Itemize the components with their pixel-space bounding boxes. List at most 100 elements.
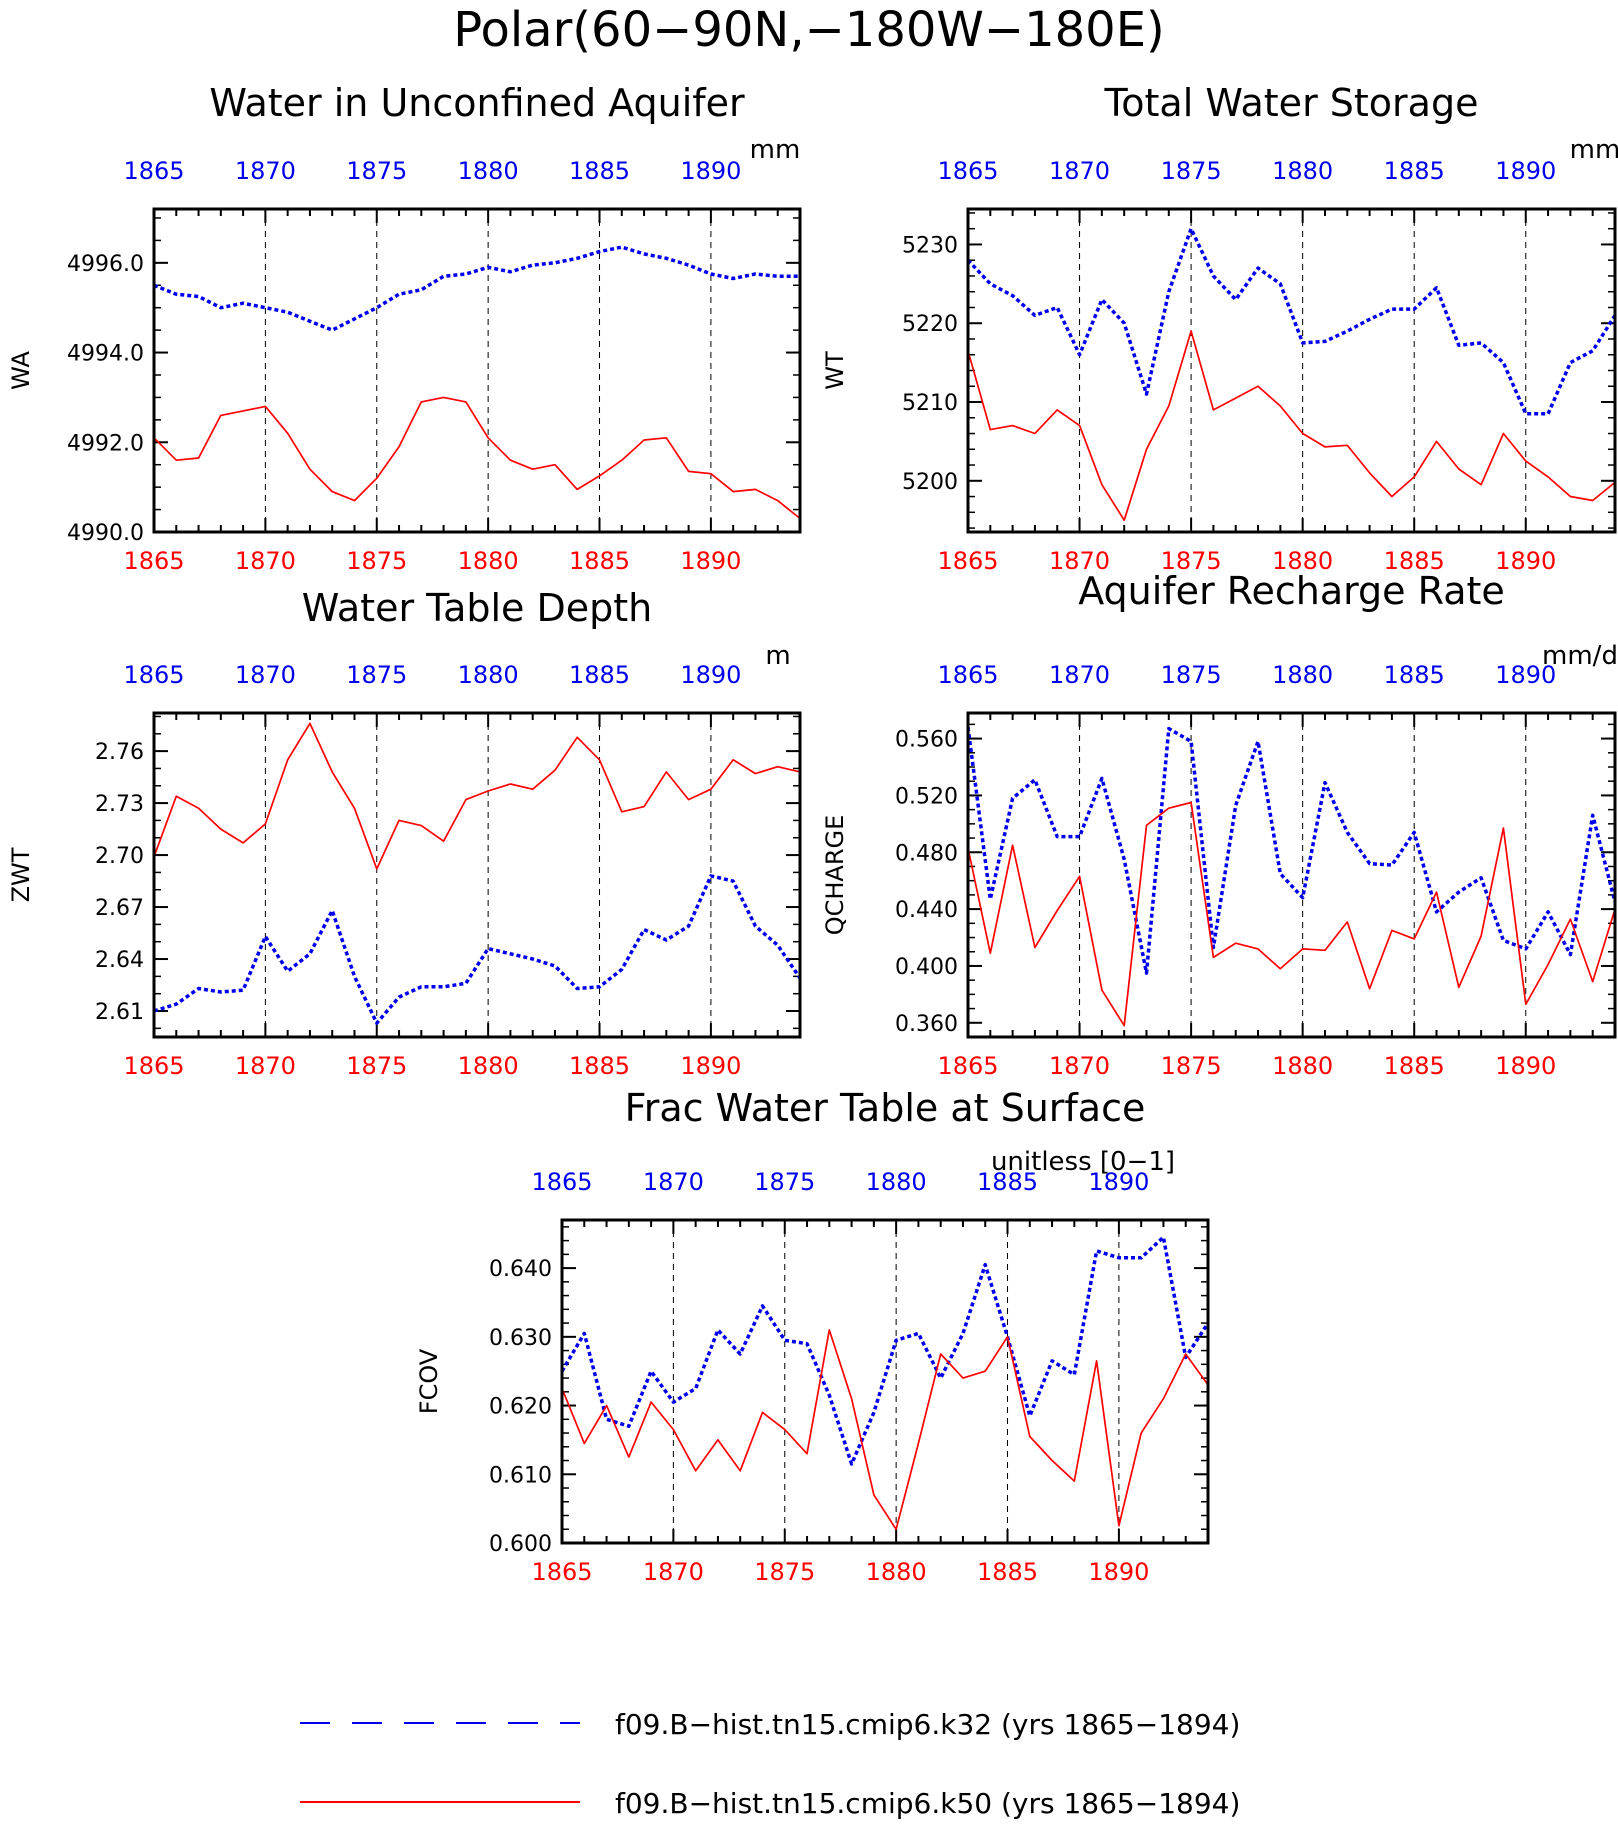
y-tick-label: 0.520 xyxy=(895,784,958,809)
x-tick-label-top: 1885 xyxy=(569,661,630,689)
x-tick-label-top: 1880 xyxy=(458,157,519,185)
series-line-k32 xyxy=(560,1235,1210,1466)
y-tick-label: 4992.0 xyxy=(67,431,144,456)
plot-frame xyxy=(152,207,802,534)
x-tick-label-bottom: 1880 xyxy=(1272,1052,1333,1080)
x-tick-label-top: 1890 xyxy=(680,157,741,185)
x-tick-label-top: 1870 xyxy=(643,1168,704,1196)
x-tick-label-top: 1890 xyxy=(1088,1168,1149,1196)
y-tick-label: 2.76 xyxy=(95,740,144,765)
y-tick-label: 5200 xyxy=(902,470,958,495)
x-tick-label-bottom: 1870 xyxy=(235,1052,296,1080)
legend-label-k50: f09.B−hist.tn15.cmip6.k50 (yrs 1865−1894… xyxy=(615,1787,1240,1820)
series-line-k32 xyxy=(966,726,1617,975)
x-tick-label-top: 1875 xyxy=(1161,661,1222,689)
panel-units: mm xyxy=(750,135,801,165)
x-tick-label-bottom: 1875 xyxy=(346,547,407,575)
x-tick-label-bottom: 1885 xyxy=(977,1558,1038,1586)
x-tick-label-top: 1865 xyxy=(531,1168,592,1196)
panel-ylabel: FCOV xyxy=(415,1348,443,1414)
x-tick-label-top: 1885 xyxy=(569,157,630,185)
x-tick-label-top: 1870 xyxy=(235,157,296,185)
x-tick-label-top: 1870 xyxy=(1049,661,1110,689)
y-tick-label: 5220 xyxy=(902,312,958,337)
x-tick-label-bottom: 1865 xyxy=(937,1052,998,1080)
series-line-k50 xyxy=(153,722,801,870)
panel-units: mm/d xyxy=(1542,641,1618,671)
panel-title: Total Water Storage xyxy=(1104,81,1479,125)
series-line-k50 xyxy=(153,396,801,520)
y-tick-label: 2.70 xyxy=(95,844,144,869)
series-line-k32 xyxy=(153,874,802,1025)
legend: f09.B−hist.tn15.cmip6.k32 (yrs 1865−1894… xyxy=(300,1708,1240,1820)
x-tick-label-bottom: 1890 xyxy=(1495,1052,1556,1080)
panel-5: Frac Water Table at Surface unitless [0−1… xyxy=(415,1086,1210,1586)
panel-units: mm xyxy=(1570,135,1618,165)
y-tick-label: 4990.0 xyxy=(67,521,144,546)
panel-units: unitless [0−1] xyxy=(991,1147,1175,1177)
x-tick-label-bottom: 1865 xyxy=(937,547,998,575)
x-tick-label-bottom: 1865 xyxy=(531,1558,592,1586)
panel-ylabel: WA xyxy=(7,351,35,390)
panel-title: Water Table Depth xyxy=(302,586,653,630)
plot-frame xyxy=(966,711,1617,1039)
x-tick-label-bottom: 1875 xyxy=(754,1558,815,1586)
panel-title: Frac Water Table at Surface xyxy=(625,1086,1146,1130)
y-tick-label: 2.64 xyxy=(95,948,144,973)
x-tick-label-top: 1885 xyxy=(977,1168,1038,1196)
x-tick-label-top: 1885 xyxy=(1384,661,1445,689)
x-tick-label-top: 1875 xyxy=(346,661,407,689)
y-tick-label: 0.480 xyxy=(895,841,958,866)
x-tick-label-top: 1880 xyxy=(1272,157,1333,185)
x-tick-label-bottom: 1885 xyxy=(569,1052,630,1080)
x-tick-label-bottom: 1890 xyxy=(680,547,741,575)
x-tick-label-top: 1880 xyxy=(458,661,519,689)
panel-title: Water in Unconfined Aquifer xyxy=(209,81,745,125)
panels: Water in Unconfined AquifermmWA186518651… xyxy=(7,81,1618,1586)
plot-frame xyxy=(966,207,1617,534)
y-tick-label: 2.73 xyxy=(95,792,144,817)
y-tick-label: 0.610 xyxy=(489,1463,552,1488)
x-tick-label-bottom: 1875 xyxy=(1161,1052,1222,1080)
series-line-k50 xyxy=(967,330,1616,522)
x-tick-label-bottom: 1870 xyxy=(1049,547,1110,575)
y-tick-label: 0.560 xyxy=(895,728,958,753)
y-tick-label: 5210 xyxy=(902,391,958,416)
panel-title: Aquifer Recharge Rate xyxy=(1078,569,1505,613)
y-tick-label: 0.600 xyxy=(489,1532,552,1557)
panel-ylabel: QCHARGE xyxy=(821,815,849,936)
y-tick-label: 4996.0 xyxy=(67,252,144,277)
x-tick-label-top: 1890 xyxy=(680,661,741,689)
x-tick-label-bottom: 1865 xyxy=(123,547,184,575)
y-tick-label: 2.67 xyxy=(95,896,144,921)
panel-4: Aquifer Recharge Rate mm/d QCHARGE 1865 1865… xyxy=(821,569,1618,1080)
x-tick-label-top: 1865 xyxy=(937,157,998,185)
panel-units: m xyxy=(765,641,790,671)
x-tick-label-top: 1870 xyxy=(235,661,296,689)
x-tick-label-top: 1875 xyxy=(1161,157,1222,185)
x-tick-label-top: 1870 xyxy=(1049,157,1110,185)
x-tick-label-bottom: 1890 xyxy=(1088,1558,1149,1586)
x-tick-label-bottom: 1880 xyxy=(458,547,519,575)
panel-ylabel: ZWT xyxy=(7,847,35,902)
panel-ylabel: WT xyxy=(821,351,849,390)
figure-title: Polar(60−90N,−180W−180E) xyxy=(453,2,1165,58)
y-tick-label: 5230 xyxy=(902,233,958,258)
x-tick-label-top: 1865 xyxy=(937,661,998,689)
x-tick-label-top: 1885 xyxy=(1384,157,1445,185)
x-tick-label-bottom: 1890 xyxy=(680,1052,741,1080)
series-line-k50 xyxy=(967,801,1616,1027)
x-tick-label-bottom: 1885 xyxy=(1384,1052,1445,1080)
plot-frame xyxy=(560,1218,1210,1545)
x-tick-label-bottom: 1870 xyxy=(1049,1052,1110,1080)
x-tick-label-bottom: 1875 xyxy=(346,1052,407,1080)
y-tick-label: 0.620 xyxy=(489,1395,552,1420)
x-tick-label-top: 1875 xyxy=(346,157,407,185)
x-tick-label-bottom: 1875 xyxy=(1161,547,1222,575)
y-tick-label: 0.640 xyxy=(489,1257,552,1282)
y-tick-label: 0.360 xyxy=(895,1012,958,1037)
legend-label-k32: f09.B−hist.tn15.cmip6.k32 (yrs 1865−1894… xyxy=(615,1708,1240,1741)
y-tick-label: 4994.0 xyxy=(67,342,144,367)
